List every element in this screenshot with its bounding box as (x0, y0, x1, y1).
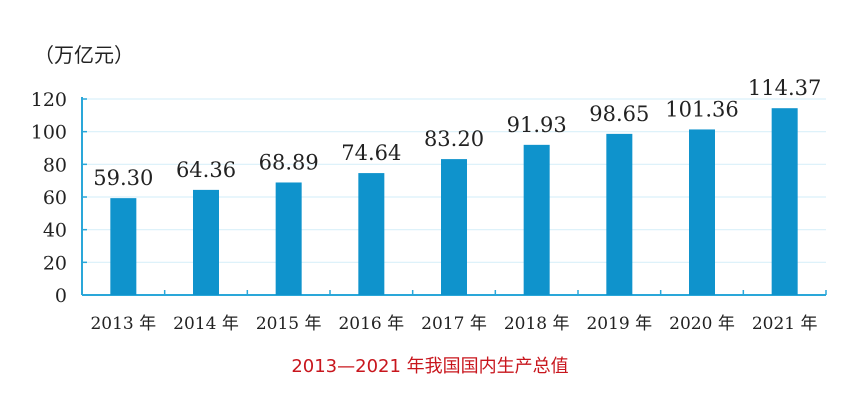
x-tick-label: 2015 年 (256, 314, 322, 334)
x-tick-label: 2021 年 (752, 314, 818, 334)
data-label: 59.30 (93, 166, 153, 190)
y-unit-label: （万亿元） (34, 43, 134, 67)
x-tick-label: 2018 年 (504, 314, 570, 334)
bar (689, 129, 715, 295)
data-label: 64.36 (176, 158, 236, 182)
bar (523, 144, 550, 295)
y-tick-label: 20 (43, 252, 67, 274)
y-tick-label: 60 (43, 187, 67, 209)
bar (193, 189, 219, 295)
data-label: 68.89 (259, 150, 319, 174)
bar (275, 182, 302, 295)
bar (441, 159, 467, 295)
y-tick-label: 120 (31, 89, 67, 111)
bar (358, 173, 385, 295)
data-label: 91.93 (507, 113, 567, 137)
x-tick-label: 2016 年 (338, 314, 404, 334)
y-tick-label: 40 (43, 220, 67, 242)
x-tick-label: 2019 年 (586, 314, 652, 334)
bar-layer (110, 108, 798, 295)
bar (110, 198, 137, 295)
data-label: 83.20 (424, 127, 484, 151)
x-tick-label: 2020 年 (669, 314, 735, 334)
data-label: 98.65 (589, 102, 649, 126)
y-tick-label: 100 (31, 122, 67, 144)
chart-title: 2013—2021 年我国国内生产总值 (291, 356, 568, 377)
data-label: 101.36 (665, 97, 738, 121)
x-tick-label: 2017 年 (421, 314, 487, 334)
y-tick-label: 80 (43, 154, 67, 176)
bar (606, 133, 633, 295)
x-tick-label: 2013 年 (90, 314, 156, 334)
data-label: 74.64 (341, 141, 401, 165)
data-label: 114.37 (748, 76, 821, 100)
label-layer: 0 20 40 60 80 100 120 59.30 2013 年 64.36 2014 年 68.… (31, 76, 822, 334)
bar (771, 108, 798, 295)
x-tick-label: 2014 年 (173, 314, 239, 334)
y-tick-label: 0 (55, 285, 67, 307)
